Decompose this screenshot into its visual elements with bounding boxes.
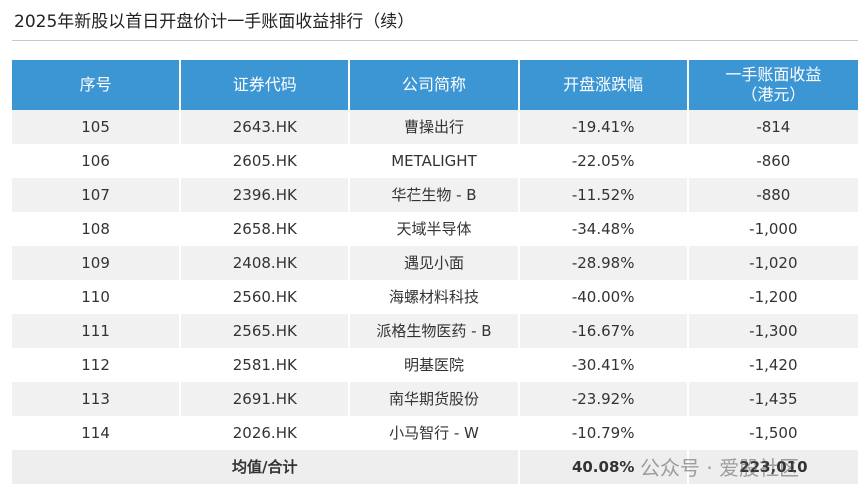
table-cell: 2691.HK [181, 382, 351, 416]
table: 序号 证券代码 公司简称 开盘涨跌幅 一手账面收益 （港元） 105 2643.HK 曹操出行… [12, 60, 858, 484]
table-row: 107 2396.HK 华芢生物 - B -11.52% -880 [12, 178, 858, 212]
table-cell: -814 [756, 118, 791, 136]
table-cell: 小马智行 - W [350, 416, 520, 450]
divider [12, 40, 858, 41]
table-cell: 114 [12, 416, 182, 450]
title: 2025年新股以首日开盘价计一手账面收益排行（续） [14, 12, 415, 32]
table-cell: 2581.HK [181, 348, 351, 382]
table-cell: 派格生物医药 - B [350, 314, 520, 348]
table-cell: 113 [12, 382, 182, 416]
table-cell: -22.05% [520, 144, 689, 178]
header-cell: 一手账面收益 （港元） [725, 65, 822, 104]
table-cell: -19.41% [520, 110, 689, 144]
footer-row: 均值/合计 40.08% 223,010 [12, 450, 858, 484]
table-cell: 106 [12, 144, 182, 178]
table-cell: -28.98% [520, 246, 689, 280]
table-row: 111 2565.HK 派格生物医药 - B -16.67% -1,300 [12, 314, 858, 348]
table-cell: 2026.HK [181, 416, 351, 450]
table-row: 113 2691.HK 南华期货股份 -23.92% -1,435 [12, 382, 858, 416]
table-cell: 2396.HK [181, 178, 351, 212]
table-cell: 南华期货股份 [350, 382, 520, 416]
table-row: 106 2605.HK METALIGHT -22.05% -860 [12, 144, 858, 178]
header-cell: 证券代码 [181, 60, 351, 110]
table-row: 112 2581.HK 明基医院 -30.41% -1,420 [12, 348, 858, 382]
header-cell: 序号 [12, 60, 182, 110]
table-cell: -1,300 [749, 322, 798, 340]
table-cell: 2658.HK [181, 212, 351, 246]
table-row: 114 2026.HK 小马智行 - W -10.79% -1,500 [12, 416, 858, 450]
table-cell: -11.52% [520, 178, 689, 212]
table-cell: -1,020 [749, 254, 798, 272]
table-cell: 天域半导体 [350, 212, 520, 246]
table-row: 110 2560.HK 海螺材料科技 -40.00% -1,200 [12, 280, 858, 314]
table-row: 109 2408.HK 遇见小面 -28.98% -1,020 [12, 246, 858, 280]
table-cell: 107 [12, 178, 182, 212]
table-cell: -34.48% [520, 212, 689, 246]
table-cell: 110 [12, 280, 182, 314]
header-row: 序号 证券代码 公司简称 开盘涨跌幅 一手账面收益 （港元） [12, 60, 858, 110]
header-cell: 公司简称 [350, 60, 520, 110]
table-cell: 明基医院 [350, 348, 520, 382]
table-cell: 108 [12, 212, 182, 246]
footer-total: 223,010 [739, 458, 808, 476]
table-cell: 曹操出行 [350, 110, 520, 144]
table-cell: -30.41% [520, 348, 689, 382]
watermark: 公众号 · 爱股社区 [640, 456, 800, 480]
table-cell: 2560.HK [181, 280, 351, 314]
table-cell: 111 [12, 314, 182, 348]
table-cell: 遇见小面 [350, 246, 520, 280]
table-cell: 2643.HK [181, 110, 351, 144]
table-row: 105 2643.HK 曹操出行 -19.41% -814 [12, 110, 858, 144]
table-cell: 华芢生物 - B [350, 178, 520, 212]
table-row: 108 2658.HK 天域半导体 -34.48% -1,000 [12, 212, 858, 246]
table-cell: -860 [756, 152, 791, 170]
footer-label: 均值/合计 [12, 450, 520, 484]
table-cell: METALIGHT [350, 144, 520, 178]
table-cell: -10.79% [520, 416, 689, 450]
table-cell: -23.92% [520, 382, 689, 416]
header-cell: 开盘涨跌幅 [520, 60, 689, 110]
table-cell: 109 [12, 246, 182, 280]
table-cell: -1,200 [749, 288, 798, 306]
table-cell: -1,000 [749, 220, 798, 238]
table-cell: -1,500 [749, 424, 798, 442]
table-cell: -16.67% [520, 314, 689, 348]
table-cell: 2408.HK [181, 246, 351, 280]
footer-change: 40.08% [520, 450, 689, 484]
table-cell: -40.00% [520, 280, 689, 314]
table-cell: -880 [756, 186, 791, 204]
table-cell: 海螺材料科技 [350, 280, 520, 314]
table-cell: 112 [12, 348, 182, 382]
table-cell: 2605.HK [181, 144, 351, 178]
table-cell: 2565.HK [181, 314, 351, 348]
table-cell: 105 [12, 110, 182, 144]
table-cell: -1,435 [749, 390, 798, 408]
table-cell: -1,420 [749, 356, 798, 374]
